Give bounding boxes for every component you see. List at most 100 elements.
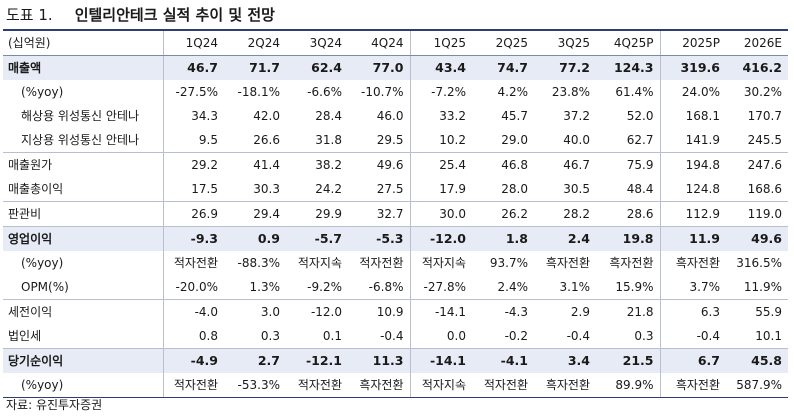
table-cell: 2.9 xyxy=(534,299,596,324)
figure-title: 도표 1. 인텔리안테크 실적 추이 및 전망 xyxy=(6,3,275,27)
table-cell: -0.4 xyxy=(566,329,590,343)
table-cell: 28.4 xyxy=(315,109,342,123)
table-cell: -27.8% xyxy=(409,275,472,300)
table-row: 매출원가 29.2 41.4 38.2 49.6 25.4 46.8 46.7 75.9 194.… xyxy=(3,152,788,177)
table-cell: -14.1 xyxy=(409,299,472,324)
column-header: 1Q24 xyxy=(162,31,224,56)
table-cell: 28.6 xyxy=(596,201,660,227)
row-label: 매출총이익 xyxy=(8,182,64,196)
table-cell: -7.2% xyxy=(409,80,472,104)
table-cell: 흑자전환 xyxy=(348,373,410,398)
table-row: 매출액 46.7 71.7 62.4 77.0 43.4 74.7 77.2 124.3 319.… xyxy=(3,55,788,80)
table-cell: 0.1 xyxy=(322,329,342,343)
table-cell: -0.4 xyxy=(380,329,404,343)
row-label: 매출액 xyxy=(3,55,163,80)
table-cell: 30.3 xyxy=(253,182,280,196)
column-header: 4Q24 xyxy=(348,31,410,56)
table-cell: 49.6 xyxy=(726,226,788,251)
table-cell: 적자지속 xyxy=(409,251,472,275)
table-row: (%yoy) 적자전환 -88.3% 적자지속 적자전환 적자지속 93.7% 흑자전환 흑자전… xyxy=(3,251,788,275)
table-cell: 93.7% xyxy=(489,256,528,270)
table-cell: 6.3 xyxy=(659,299,726,324)
table-row: 지상용 위성통신 안테나 9.5 26.6 31.8 29.5 10.2 29.0 40.0 6… xyxy=(3,128,788,153)
table-cell: 124.8 xyxy=(659,177,726,202)
table-cell: 112.9 xyxy=(659,201,726,227)
figure-label: 도표 1. xyxy=(6,6,53,24)
table-cell: 119.0 xyxy=(726,201,788,227)
table-cell: 168.6 xyxy=(747,182,782,196)
unit-label: (십억원) xyxy=(3,31,163,56)
table-cell: 316.5% xyxy=(736,256,782,270)
table-cell: 32.7 xyxy=(348,201,410,227)
table-cell: 0.8 xyxy=(162,324,224,349)
column-header: 2Q25 xyxy=(472,31,534,56)
row-label: 법인세 xyxy=(8,329,42,343)
table-cell: 10.2 xyxy=(409,128,472,153)
table-cell: 10.9 xyxy=(348,299,410,324)
row-label: (%yoy) xyxy=(3,373,163,398)
column-header: 3Q25 xyxy=(534,31,596,56)
table-cell: 77.2 xyxy=(534,55,596,80)
row-label: (%yoy) xyxy=(21,256,64,270)
table-cell: 40.0 xyxy=(563,133,590,147)
table-cell: -88.3% xyxy=(237,256,280,270)
table-cell: 3.4 xyxy=(534,348,596,373)
table-row: 법인세 0.8 0.3 0.1 -0.4 0.0 -0.2 -0.4 0.3 -0.4 10.1 xyxy=(3,324,788,349)
table-cell: 168.1 xyxy=(659,104,726,128)
table-cell: 11.3 xyxy=(348,348,410,373)
table-cell: 170.7 xyxy=(747,109,782,123)
table-cell: 30.0 xyxy=(409,201,472,227)
table-cell: 89.9% xyxy=(596,373,660,398)
table-cell: 적자전환 xyxy=(162,251,224,275)
table-cell: 62.4 xyxy=(286,55,348,80)
row-label: 영업이익 xyxy=(3,226,163,251)
table-row: 당기순이익 -4.9 2.7 -12.1 11.3 -14.1 -4.1 3.4 21.5 6.7… xyxy=(3,348,788,373)
table-cell: -53.3% xyxy=(224,373,286,398)
table-cell: 적자지속 xyxy=(297,256,342,270)
table-cell: 30.5 xyxy=(563,182,590,196)
table-cell: 33.2 xyxy=(409,104,472,128)
top-rule xyxy=(3,29,788,31)
table-cell: -0.4 xyxy=(659,324,726,349)
table-cell: 흑자전환 xyxy=(534,373,596,398)
table-cell: 43.4 xyxy=(409,55,472,80)
table-cell: 2.4% xyxy=(497,280,529,294)
table-cell: -6.8% xyxy=(368,280,404,294)
table-row: 매출총이익 17.5 30.3 24.2 27.5 17.9 28.0 30.5 48.4 124… xyxy=(3,177,788,202)
row-label: (%yoy) xyxy=(21,85,64,99)
table-cell: -6.6% xyxy=(307,85,342,99)
table-cell: 38.2 xyxy=(286,152,348,177)
table-cell: 2.4 xyxy=(534,226,596,251)
table-cell: 적자지속 xyxy=(409,373,472,398)
table-cell: 77.0 xyxy=(348,55,410,80)
table-cell: 416.2 xyxy=(726,55,788,80)
table-cell: 적자전환 xyxy=(472,373,534,398)
table-cell: -5.7 xyxy=(286,226,348,251)
table-cell: 23.8% xyxy=(551,85,590,99)
table-cell: 3.1% xyxy=(559,280,591,294)
table-cell: 0.9 xyxy=(224,226,286,251)
table-cell: -4.9 xyxy=(162,348,224,373)
table-cell: 21.5 xyxy=(596,348,660,373)
table-cell: 11.9 xyxy=(659,226,726,251)
row-label: 지상용 위성통신 안테나 xyxy=(21,133,140,147)
table-cell: 75.9 xyxy=(596,152,660,177)
table-cell: 3.0 xyxy=(224,299,286,324)
table-cell: 26.9 xyxy=(162,201,224,227)
table-cell: 46.0 xyxy=(376,109,404,123)
table-cell: 37.2 xyxy=(563,109,590,123)
table-cell: 52.0 xyxy=(626,109,654,123)
table-cell: 31.8 xyxy=(315,133,342,147)
table-row: 해상용 위성통신 안테나 34.3 42.0 28.4 46.0 33.2 45.7 37.2… xyxy=(3,104,788,128)
table-cell: -4.3 xyxy=(472,299,534,324)
table-cell: 흑자전환 xyxy=(609,256,654,270)
table-cell: 29.4 xyxy=(224,201,286,227)
table-cell: 587.9% xyxy=(726,373,788,398)
table-cell: 흑자전환 xyxy=(545,256,590,270)
table-cell: -27.5% xyxy=(162,80,224,104)
table-row: 판관비 26.9 29.4 29.9 32.7 30.0 26.2 28.2 28.6 112.9… xyxy=(3,201,788,227)
table-cell: 1.8 xyxy=(472,226,534,251)
table-cell: 124.3 xyxy=(596,55,660,80)
table-cell: 319.6 xyxy=(659,55,726,80)
table-row: 세전이익 -4.0 3.0 -12.0 10.9 -14.1 -4.3 2.9 21.8 6.3 5… xyxy=(3,299,788,324)
